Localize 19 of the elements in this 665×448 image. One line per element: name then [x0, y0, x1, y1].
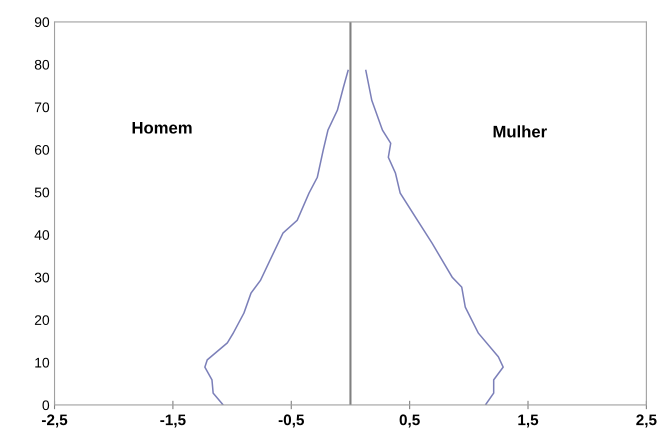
- y-tick-label: 30: [34, 272, 50, 282]
- x-tick-label: -1,5: [160, 414, 186, 428]
- x-tick-label: -0,5: [278, 414, 304, 428]
- y-tick-label: 80: [34, 60, 50, 70]
- line-series: [204, 70, 349, 405]
- y-tick-label: 60: [34, 144, 50, 155]
- annotation: Homem: [132, 122, 192, 134]
- annotation: Mulher: [494, 125, 547, 138]
- x-tick-label: 2,5: [636, 414, 657, 428]
- y-tick-label: 90: [34, 17, 50, 28]
- y-tick-label: 50: [34, 188, 50, 198]
- y-tick-label: 0: [42, 400, 50, 410]
- y-tick-label: 70: [34, 102, 50, 112]
- y-tick-label: 40: [34, 230, 50, 240]
- y-tick-label: 10: [35, 358, 50, 368]
- y-tick-label: 20: [34, 315, 50, 326]
- x-tick-label: -2,5: [42, 414, 68, 428]
- x-tick-label: 1,5: [518, 414, 538, 428]
- x-tick-label: 0,5: [400, 414, 420, 428]
